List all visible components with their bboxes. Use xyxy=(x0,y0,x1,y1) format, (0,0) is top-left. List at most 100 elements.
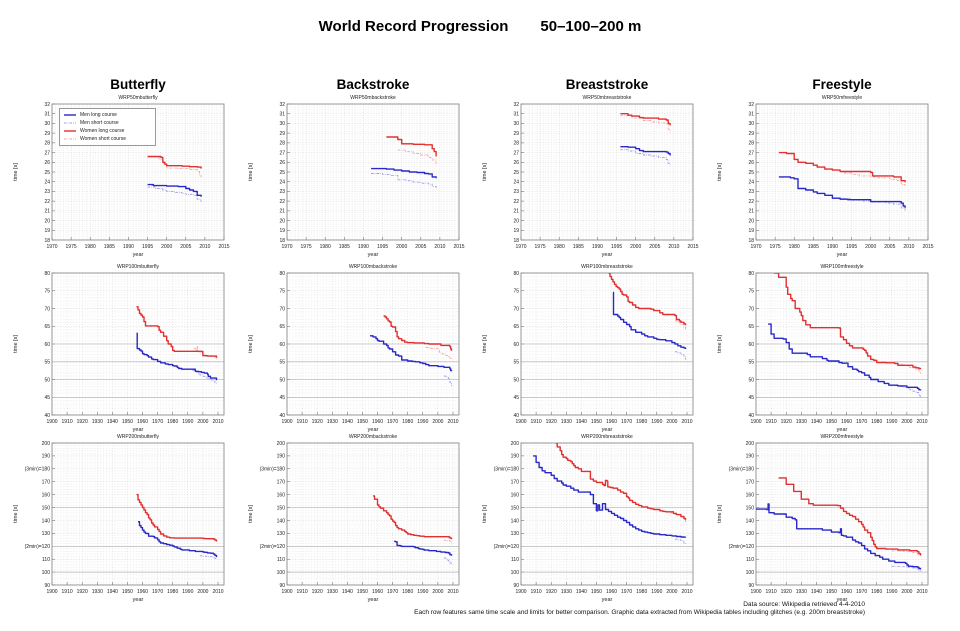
svg-text:(3min)=180: (3min)=180 xyxy=(260,467,286,473)
footer-data-source: Data source: Wikipedia retrieved 4-4-201… xyxy=(743,601,865,608)
svg-text:110: 110 xyxy=(42,557,50,563)
svg-text:2010: 2010 xyxy=(916,589,927,595)
svg-text:2005: 2005 xyxy=(649,244,660,250)
svg-text:60: 60 xyxy=(279,342,285,348)
svg-text:1975: 1975 xyxy=(66,244,77,250)
legend-line-men-short-course xyxy=(64,122,76,124)
svg-text:140: 140 xyxy=(42,518,51,524)
svg-text:130: 130 xyxy=(746,531,755,537)
svg-text:2005: 2005 xyxy=(884,244,895,250)
svg-text:1985: 1985 xyxy=(808,244,819,250)
svg-text:1970: 1970 xyxy=(152,419,163,425)
svg-text:2000: 2000 xyxy=(396,244,407,250)
svg-text:170: 170 xyxy=(42,480,51,486)
svg-text:1920: 1920 xyxy=(781,589,792,595)
svg-text:100: 100 xyxy=(42,570,51,576)
svg-text:150: 150 xyxy=(277,505,286,511)
svg-text:80: 80 xyxy=(748,271,754,277)
svg-text:26: 26 xyxy=(279,160,285,166)
svg-text:(2min)=120: (2min)=120 xyxy=(25,544,51,550)
svg-text:2010: 2010 xyxy=(681,589,692,595)
svg-text:1980: 1980 xyxy=(167,589,178,595)
svg-text:1920: 1920 xyxy=(546,419,557,425)
svg-text:45: 45 xyxy=(44,395,50,401)
svg-text:year: year xyxy=(368,597,379,603)
svg-text:year: year xyxy=(133,597,144,603)
svg-text:30: 30 xyxy=(44,121,50,127)
svg-text:190: 190 xyxy=(42,454,51,460)
svg-text:26: 26 xyxy=(748,160,754,166)
svg-text:2015: 2015 xyxy=(453,244,464,250)
svg-text:1920: 1920 xyxy=(77,589,88,595)
svg-text:1960: 1960 xyxy=(372,589,383,595)
svg-text:160: 160 xyxy=(42,492,51,498)
svg-text:1980: 1980 xyxy=(85,244,96,250)
svg-text:1940: 1940 xyxy=(576,589,587,595)
svg-text:1910: 1910 xyxy=(62,419,73,425)
legend-line-men-long-course xyxy=(64,114,76,116)
svg-text:WRP50mbackstroke: WRP50mbackstroke xyxy=(350,95,396,101)
svg-text:2000: 2000 xyxy=(901,589,912,595)
svg-text:2010: 2010 xyxy=(903,244,914,250)
column-header-breaststroke: Breaststroke xyxy=(565,77,649,92)
svg-text:time [s]: time [s] xyxy=(482,505,488,523)
subplot-wrp50mbreaststroke: 1970 1975 1980 1985 1990 1995 2000 2005 2010 2015… xyxy=(479,88,703,270)
svg-text:65: 65 xyxy=(748,324,754,330)
svg-text:1980: 1980 xyxy=(789,244,800,250)
svg-text:32: 32 xyxy=(44,102,50,108)
svg-text:20: 20 xyxy=(513,218,519,224)
svg-text:80: 80 xyxy=(513,271,519,277)
svg-text:1920: 1920 xyxy=(312,589,323,595)
svg-text:18: 18 xyxy=(513,238,519,244)
svg-text:1950: 1950 xyxy=(591,419,602,425)
svg-text:time [s]: time [s] xyxy=(248,505,254,523)
svg-text:2010: 2010 xyxy=(916,419,927,425)
svg-text:1950: 1950 xyxy=(826,589,837,595)
svg-text:28: 28 xyxy=(513,141,519,147)
svg-text:21: 21 xyxy=(513,209,519,215)
svg-text:32: 32 xyxy=(279,102,285,108)
svg-text:65: 65 xyxy=(513,324,519,330)
svg-text:30: 30 xyxy=(279,121,285,127)
svg-text:190: 190 xyxy=(277,454,286,460)
svg-text:23: 23 xyxy=(513,189,519,195)
svg-text:time [s]: time [s] xyxy=(248,163,254,181)
svg-text:2000: 2000 xyxy=(901,419,912,425)
svg-text:160: 160 xyxy=(746,492,755,498)
svg-text:40: 40 xyxy=(44,413,50,419)
svg-text:90: 90 xyxy=(513,583,519,589)
svg-text:year: year xyxy=(837,597,848,603)
svg-text:WRP100mbackstroke: WRP100mbackstroke xyxy=(349,264,398,270)
svg-text:1920: 1920 xyxy=(781,419,792,425)
svg-text:1960: 1960 xyxy=(606,419,617,425)
svg-text:1975: 1975 xyxy=(770,244,781,250)
svg-text:18: 18 xyxy=(279,238,285,244)
svg-text:200: 200 xyxy=(511,441,520,447)
footer: Data source: Wikipedia retrieved 4-4-201… xyxy=(414,601,865,617)
svg-text:time [s]: time [s] xyxy=(482,163,488,181)
svg-text:1940: 1940 xyxy=(107,419,118,425)
svg-text:1970: 1970 xyxy=(46,244,57,250)
svg-text:WRP100mbreaststroke: WRP100mbreaststroke xyxy=(581,264,633,270)
svg-text:40: 40 xyxy=(748,413,754,419)
svg-text:18: 18 xyxy=(748,238,754,244)
subplot-wrp200mbutterfly: 1900 1910 1920 1930 1940 1950 1960 1970 1980 1990… xyxy=(10,427,234,615)
svg-text:19: 19 xyxy=(279,228,285,234)
svg-text:2015: 2015 xyxy=(687,244,698,250)
svg-text:1900: 1900 xyxy=(515,419,526,425)
svg-text:20: 20 xyxy=(748,218,754,224)
svg-text:45: 45 xyxy=(748,395,754,401)
svg-text:190: 190 xyxy=(511,454,520,460)
subplot-wrp100mbutterfly: 1900 1910 1920 1930 1940 1950 1960 1970 1980 1990… xyxy=(10,257,234,445)
svg-text:140: 140 xyxy=(746,518,755,524)
svg-text:1995: 1995 xyxy=(846,244,857,250)
svg-text:1990: 1990 xyxy=(886,419,897,425)
svg-text:1900: 1900 xyxy=(750,419,761,425)
legend: Men long course Men short course Women l… xyxy=(59,108,156,146)
svg-text:1970: 1970 xyxy=(856,419,867,425)
svg-text:1990: 1990 xyxy=(651,419,662,425)
svg-text:27: 27 xyxy=(279,150,285,156)
svg-text:1910: 1910 xyxy=(766,419,777,425)
legend-line-women-short-course xyxy=(64,138,76,140)
svg-text:26: 26 xyxy=(513,160,519,166)
